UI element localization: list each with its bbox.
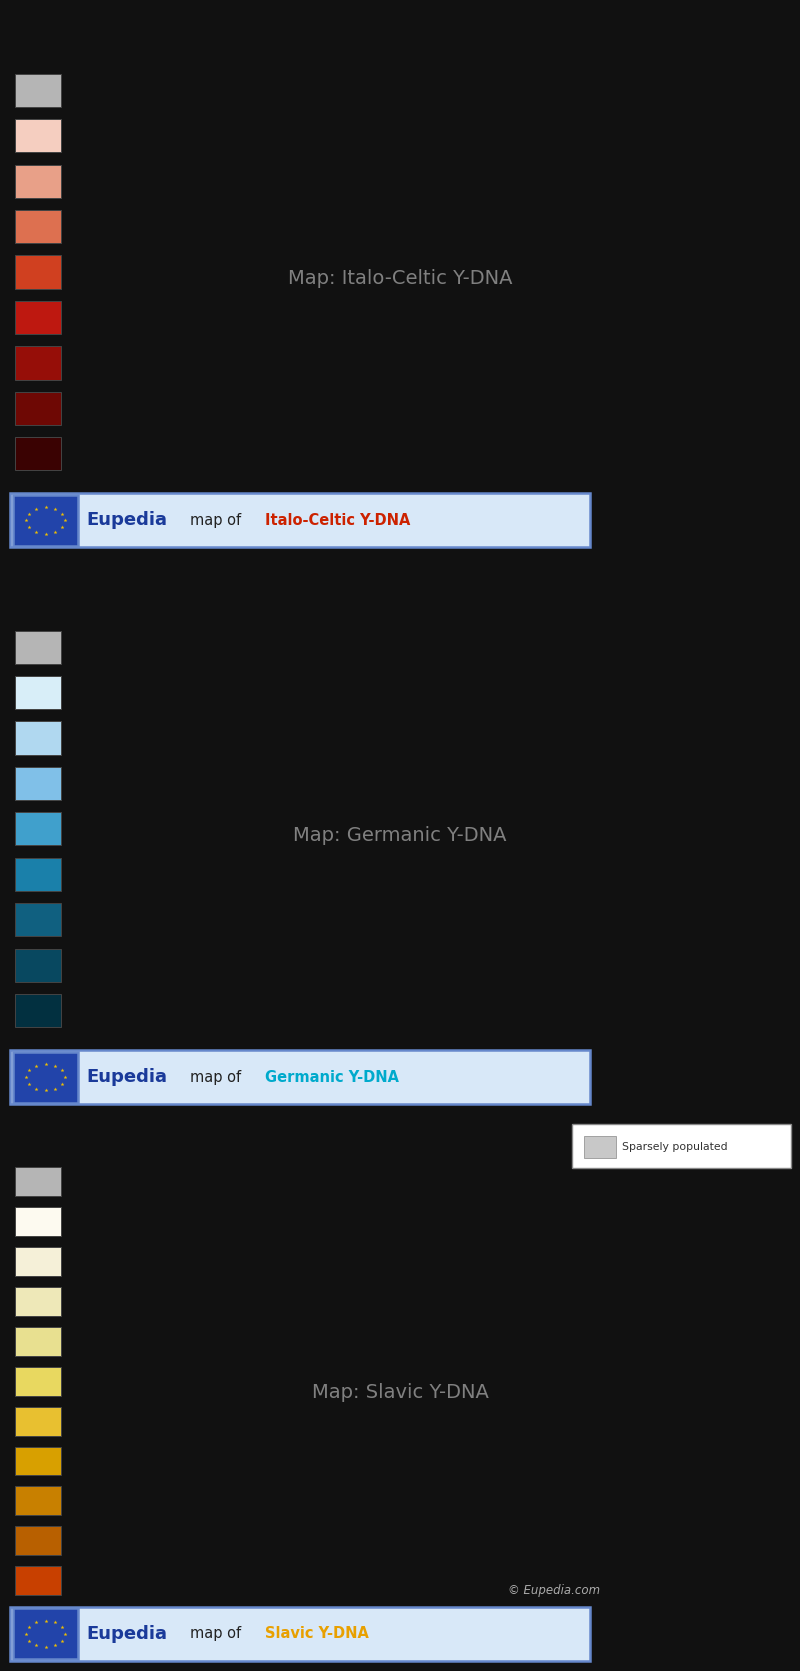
Text: Germanic Y-DNA: Germanic Y-DNA <box>265 1069 399 1084</box>
Text: Eupedia: Eupedia <box>86 1068 167 1086</box>
Text: 5 - 10%: 5 - 10% <box>71 1255 116 1268</box>
Text: 40 - 50%: 40 - 50% <box>71 867 124 881</box>
Text: 50 - 60%: 50 - 60% <box>71 356 124 369</box>
Bar <box>15 1566 62 1596</box>
Text: 50 - 60%: 50 - 60% <box>71 914 124 926</box>
Bar <box>15 949 62 983</box>
Text: Eupedia: Eupedia <box>86 1624 167 1643</box>
Text: 5 - 10%: 5 - 10% <box>71 129 116 142</box>
Text: Map: Germanic Y-DNA: Map: Germanic Y-DNA <box>294 825 506 846</box>
Bar <box>15 74 62 107</box>
Bar <box>15 164 62 197</box>
Text: 40 - 50%: 40 - 50% <box>71 1454 124 1467</box>
Text: > 75%: > 75% <box>71 448 110 460</box>
Bar <box>15 346 62 379</box>
FancyBboxPatch shape <box>10 493 590 548</box>
Text: 60 - 75%: 60 - 75% <box>71 959 124 971</box>
Bar <box>15 1447 62 1475</box>
Text: < 5%: < 5% <box>71 640 103 653</box>
Text: 30 - 40%: 30 - 40% <box>71 1415 124 1427</box>
Bar <box>15 902 62 936</box>
FancyBboxPatch shape <box>13 495 78 546</box>
Text: 20 - 30%: 20 - 30% <box>71 221 124 234</box>
Text: map of: map of <box>190 1626 246 1641</box>
Bar <box>15 1206 62 1237</box>
Bar <box>15 767 62 800</box>
Bar <box>15 994 62 1028</box>
Text: 60 - 75%: 60 - 75% <box>71 401 124 414</box>
Text: Map: Italo-Celtic Y-DNA: Map: Italo-Celtic Y-DNA <box>288 269 512 287</box>
Bar <box>15 119 62 152</box>
Text: > 70 %: > 70 % <box>71 1574 114 1587</box>
Bar <box>15 812 62 846</box>
Text: 30 - 40%: 30 - 40% <box>71 822 124 836</box>
Text: < 5%: < 5% <box>71 84 103 97</box>
Text: 40 - 50%: 40 - 50% <box>71 311 124 324</box>
Text: Sparsely populated: Sparsely populated <box>622 1141 727 1151</box>
Text: Map: Slavic Y-DNA: Map: Slavic Y-DNA <box>311 1384 489 1402</box>
Text: 10 - 15%: 10 - 15% <box>71 1295 124 1308</box>
Text: 1 - 5%: 1 - 5% <box>71 1215 109 1228</box>
Text: 30 - 40%: 30 - 40% <box>71 266 124 279</box>
Bar <box>15 722 62 755</box>
Text: < 1%: < 1% <box>71 1175 103 1188</box>
Text: 15 - 20%: 15 - 20% <box>71 1335 124 1348</box>
FancyBboxPatch shape <box>10 1608 590 1661</box>
Bar <box>15 438 62 471</box>
Text: Italo-Celtic Y-DNA: Italo-Celtic Y-DNA <box>265 513 410 528</box>
Bar <box>15 1526 62 1556</box>
Bar <box>15 256 62 289</box>
Bar <box>15 1407 62 1435</box>
Text: 5 - 10%: 5 - 10% <box>71 687 116 698</box>
FancyBboxPatch shape <box>10 1049 590 1105</box>
Bar <box>15 857 62 891</box>
Text: Eupedia: Eupedia <box>86 511 167 530</box>
Bar <box>15 1168 62 1196</box>
Bar <box>15 391 62 424</box>
Bar <box>15 301 62 334</box>
Text: © Eupedia.com: © Eupedia.com <box>508 1584 600 1597</box>
Bar <box>15 1287 62 1315</box>
Text: Slavic Y-DNA: Slavic Y-DNA <box>265 1626 369 1641</box>
Bar <box>15 211 62 244</box>
Bar <box>15 1247 62 1277</box>
FancyBboxPatch shape <box>13 1609 78 1659</box>
Text: 10 - 20%: 10 - 20% <box>71 175 124 187</box>
Bar <box>15 1327 62 1355</box>
FancyBboxPatch shape <box>572 1123 791 1168</box>
Bar <box>15 1487 62 1516</box>
Text: 50 - 60%: 50 - 60% <box>71 1494 124 1507</box>
Bar <box>584 1136 615 1158</box>
Text: 20 - 30%: 20 - 30% <box>71 1375 124 1387</box>
FancyBboxPatch shape <box>13 1051 78 1103</box>
Text: map of: map of <box>190 513 246 528</box>
Text: 20 - 30%: 20 - 30% <box>71 777 124 790</box>
Text: map of: map of <box>190 1069 246 1084</box>
Bar <box>15 1367 62 1395</box>
Text: 60 - 70%: 60 - 70% <box>71 1534 124 1547</box>
Bar <box>15 630 62 663</box>
Text: > 75%: > 75% <box>71 1004 110 1018</box>
Bar <box>15 677 62 709</box>
Text: 10 - 20%: 10 - 20% <box>71 732 124 745</box>
